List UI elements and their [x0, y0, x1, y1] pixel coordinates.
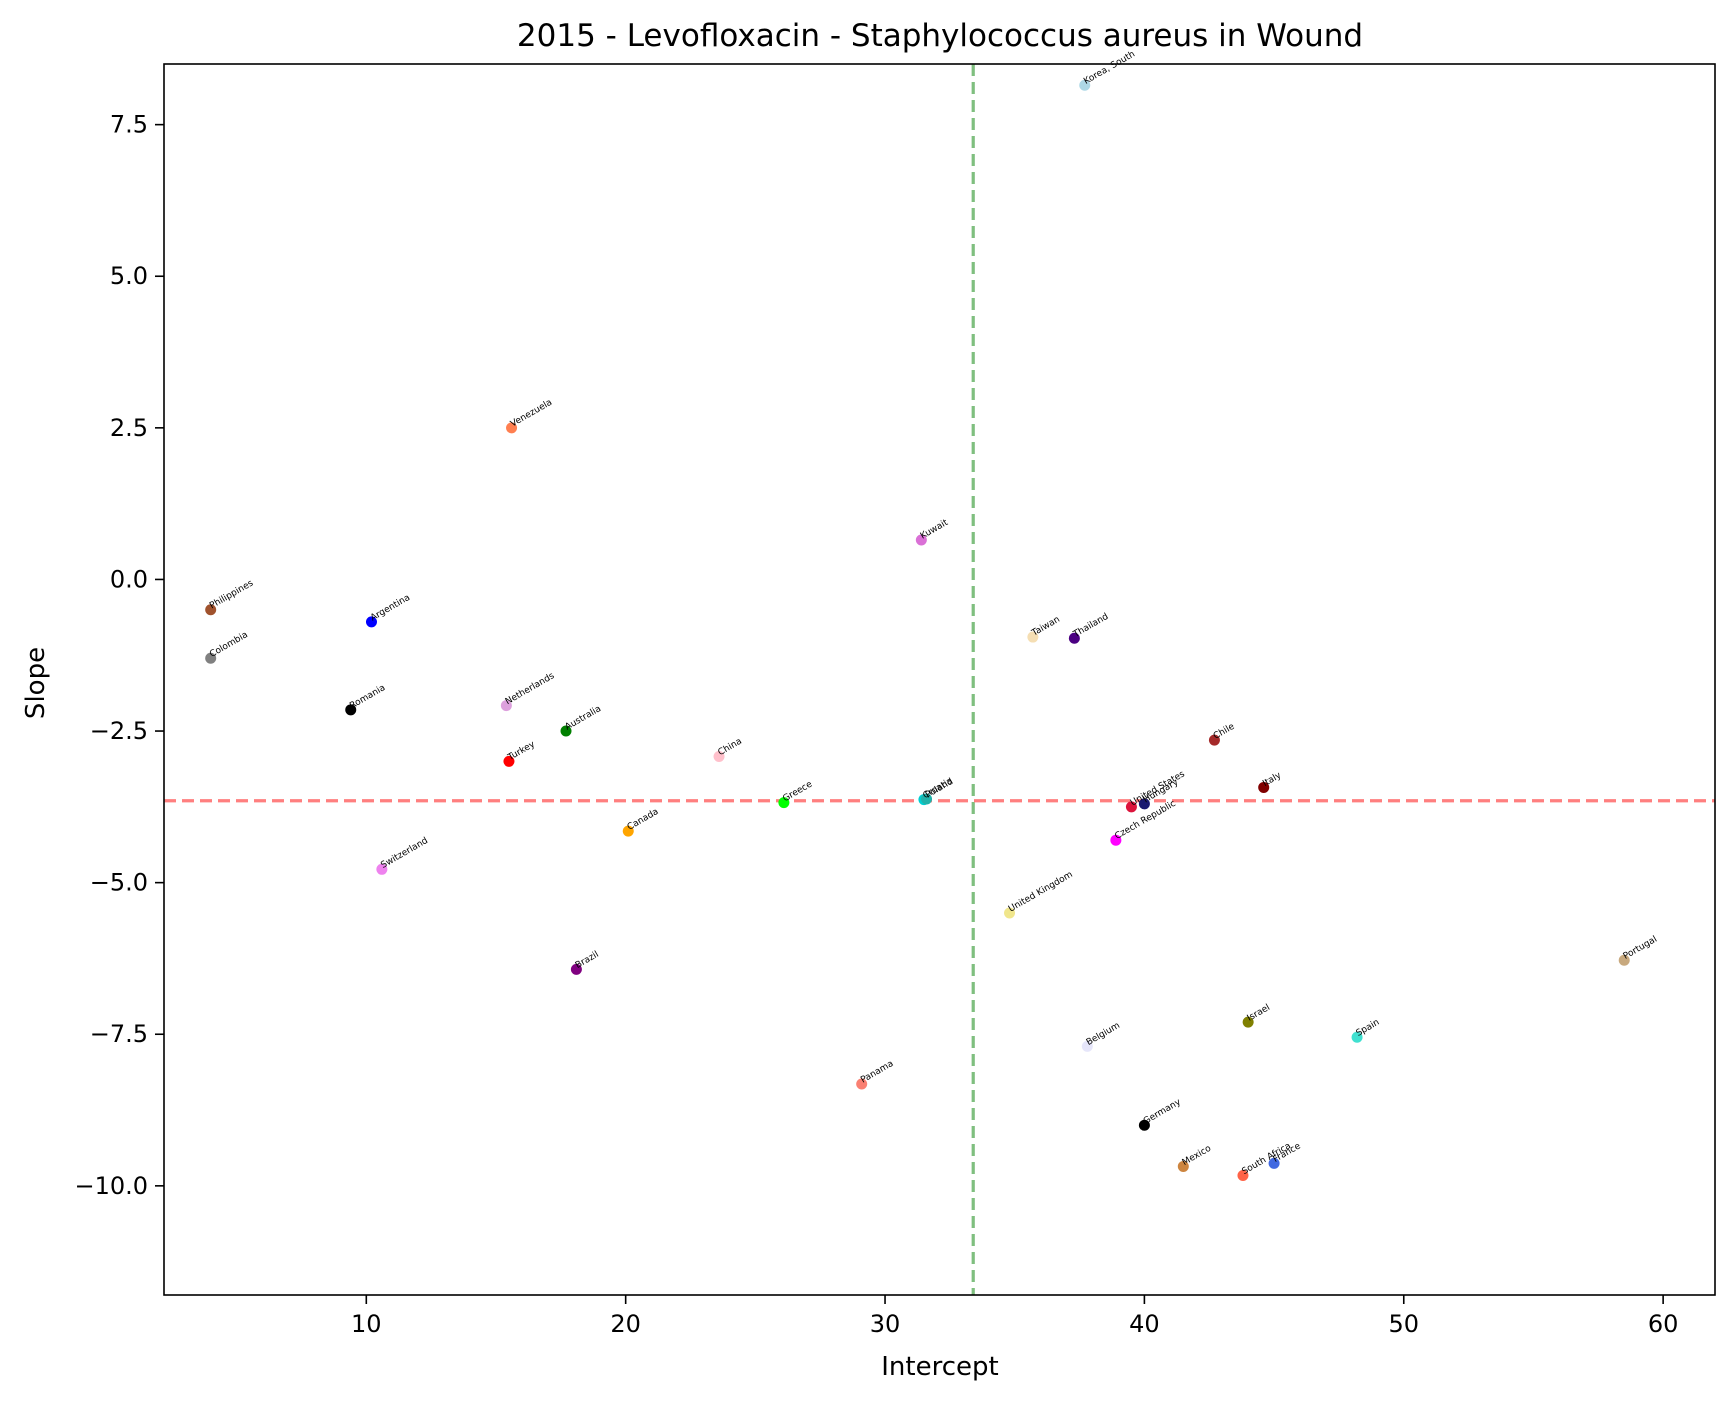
data-point-brazil — [570, 963, 582, 975]
x-axis-ticks: 10 20 30 40 50 60 — [351, 1295, 1678, 1338]
y-axis-ticks: 7.5 5.0 2.5 0.0 −2.5 −5.0 −7.5 −10.0 — [74, 111, 164, 1200]
data-point-united-states — [1125, 801, 1137, 813]
data-point-thailand — [1068, 632, 1080, 644]
data-point-korea-south — [1079, 79, 1091, 91]
y-tick-label: −2.5 — [90, 717, 148, 745]
data-point-taiwan — [1027, 631, 1039, 643]
y-tick-label: 5.0 — [110, 262, 148, 290]
data-point-chile — [1208, 734, 1220, 746]
data-points — [205, 79, 1630, 1182]
data-point-france — [1268, 1157, 1280, 1169]
data-point-canada — [622, 825, 634, 837]
data-point-netherlands — [500, 700, 512, 712]
data-point-philippines — [205, 604, 217, 616]
x-tick-label: 10 — [351, 1310, 382, 1338]
chart-title: 2015 - Levofloxacin - Staphylococcus aur… — [517, 18, 1363, 54]
data-point-czech-republic — [1110, 834, 1122, 846]
x-tick-label: 50 — [1388, 1310, 1419, 1338]
data-point-israel — [1242, 1016, 1254, 1028]
data-point-italy — [1258, 781, 1270, 793]
data-point-hungary — [1138, 798, 1150, 810]
data-point-venezuela — [506, 422, 518, 434]
y-tick-label: −10.0 — [74, 1172, 148, 1200]
x-tick-label: 40 — [1129, 1310, 1160, 1338]
data-point-belgium — [1081, 1040, 1093, 1052]
data-point-romania — [345, 704, 357, 716]
data-point-colombia — [205, 652, 217, 664]
data-point-poland — [921, 793, 933, 805]
x-tick-label: 20 — [610, 1310, 641, 1338]
x-axis-label: Intercept — [881, 1352, 998, 1382]
x-tick-label: 30 — [870, 1310, 901, 1338]
data-point-south-africa — [1237, 1170, 1249, 1182]
data-point-mexico — [1177, 1160, 1189, 1172]
data-point-argentina — [365, 616, 377, 628]
y-tick-label: −7.5 — [90, 1020, 148, 1048]
data-point-greece — [778, 797, 790, 809]
reference-lines — [164, 64, 1715, 1295]
data-point-australia — [560, 725, 572, 737]
y-tick-label: −5.0 — [90, 869, 148, 897]
data-point-spain — [1351, 1031, 1363, 1043]
y-tick-label: 2.5 — [110, 414, 148, 442]
data-point-turkey — [503, 755, 515, 767]
data-point-united-kingdom — [1004, 907, 1016, 919]
data-point-portugal — [1618, 954, 1630, 966]
y-axis-label: Slope — [21, 647, 51, 719]
data-point-kuwait — [915, 534, 927, 546]
y-tick-label: 7.5 — [110, 111, 148, 139]
data-point-panama — [856, 1078, 868, 1090]
data-point-germany — [1138, 1119, 1150, 1131]
y-tick-label: 0.0 — [110, 565, 148, 593]
data-point-china — [713, 751, 725, 763]
plot-area-frame — [163, 63, 1716, 1296]
x-tick-label: 60 — [1648, 1310, 1679, 1338]
data-point-switzerland — [376, 863, 388, 875]
